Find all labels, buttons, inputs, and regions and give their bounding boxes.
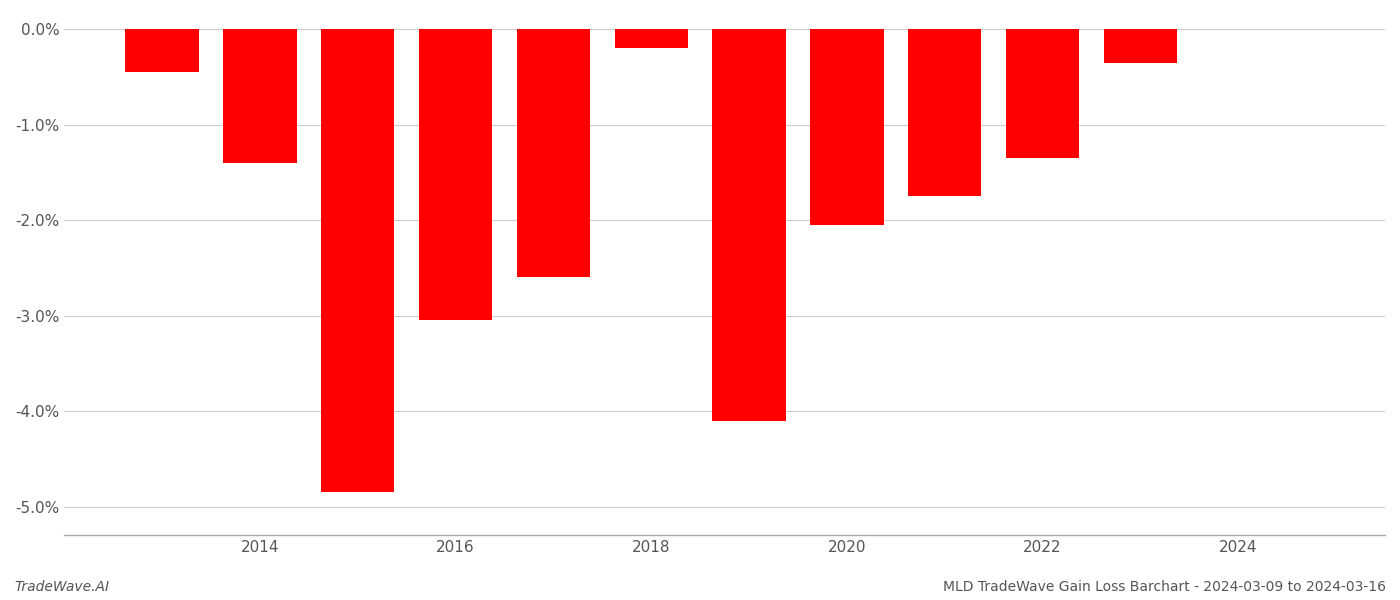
- Bar: [713, 29, 785, 421]
- Bar: [223, 29, 297, 163]
- Bar: [811, 29, 883, 225]
- Text: MLD TradeWave Gain Loss Barchart - 2024-03-09 to 2024-03-16: MLD TradeWave Gain Loss Barchart - 2024-…: [944, 580, 1386, 594]
- Bar: [419, 29, 493, 320]
- Bar: [1005, 29, 1079, 158]
- Bar: [909, 29, 981, 196]
- Bar: [615, 29, 687, 49]
- Bar: [517, 29, 589, 277]
- Text: TradeWave.AI: TradeWave.AI: [14, 580, 109, 594]
- Bar: [126, 29, 199, 72]
- Bar: [321, 29, 395, 492]
- Bar: [1103, 29, 1177, 63]
